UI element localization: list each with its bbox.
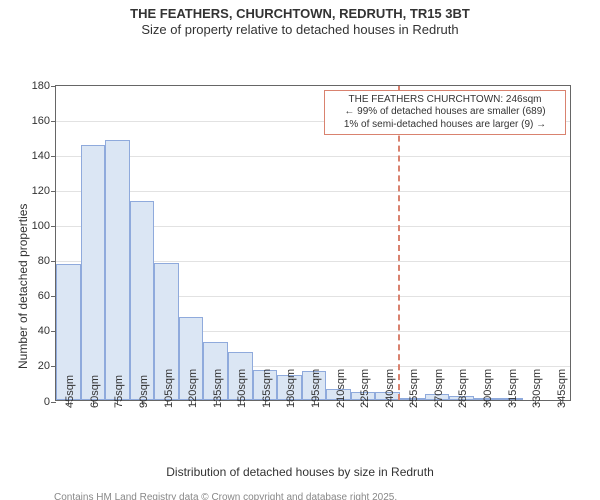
x-tick-label: 285sqm — [457, 368, 469, 407]
y-tick-label: 20 — [38, 360, 56, 372]
attribution-footer: Contains HM Land Registry data © Crown c… — [54, 491, 436, 500]
y-tick-label: 160 — [32, 115, 56, 127]
x-tick-label: 120sqm — [187, 368, 199, 407]
y-tick-label: 60 — [38, 290, 56, 302]
x-axis-title: Distribution of detached houses by size … — [0, 465, 600, 479]
y-tick-label: 0 — [44, 396, 56, 408]
x-tick-label: 300sqm — [482, 368, 494, 407]
y-tick-label: 180 — [32, 80, 56, 92]
x-tick-label: 150sqm — [236, 368, 248, 407]
x-tick-label: 75sqm — [113, 374, 125, 407]
chart-title-sub: Size of property relative to detached ho… — [0, 22, 600, 38]
chart-title-main: THE FEATHERS, CHURCHTOWN, REDRUTH, TR15 … — [0, 6, 600, 22]
x-tick-label: 60sqm — [89, 374, 101, 407]
x-tick-label: 270sqm — [433, 368, 445, 407]
x-tick-label: 90sqm — [138, 374, 150, 407]
y-tick-label: 80 — [38, 255, 56, 267]
x-tick-label: 165sqm — [261, 368, 273, 407]
annotation-line: ← 99% of detached houses are smaller (68… — [331, 106, 559, 119]
annotation-line: THE FEATHERS CHURCHTOWN: 246sqm — [331, 94, 559, 107]
x-tick-label: 45sqm — [64, 374, 76, 407]
x-tick-label: 210sqm — [335, 368, 347, 407]
plot-area: 02040608010012014016018045sqm60sqm75sqm9… — [55, 85, 571, 401]
y-tick-label: 100 — [32, 220, 56, 232]
x-tick-label: 180sqm — [285, 368, 297, 407]
x-tick-label: 330sqm — [531, 368, 543, 407]
y-tick-label: 40 — [38, 325, 56, 337]
histogram-bar — [105, 140, 130, 400]
y-tick-label: 120 — [32, 185, 56, 197]
x-tick-label: 135sqm — [212, 368, 224, 407]
annotation-line: 1% of semi-detached houses are larger (9… — [331, 119, 559, 132]
annotation-box: THE FEATHERS CHURCHTOWN: 246sqm← 99% of … — [324, 90, 566, 136]
y-axis-title: Number of detached properties — [16, 203, 30, 368]
x-tick-label: 195sqm — [310, 368, 322, 407]
grid-line — [56, 156, 570, 157]
x-tick-label: 315sqm — [507, 368, 519, 407]
histogram-bar — [130, 201, 155, 399]
footer-line-1: Contains HM Land Registry data © Crown c… — [54, 491, 436, 500]
x-tick-label: 225sqm — [359, 368, 371, 407]
x-tick-label: 345sqm — [556, 368, 568, 407]
x-tick-label: 105sqm — [163, 368, 175, 407]
y-tick-label: 140 — [32, 150, 56, 162]
grid-line — [56, 191, 570, 192]
x-tick-label: 255sqm — [408, 368, 420, 407]
x-tick-label: 240sqm — [384, 368, 396, 407]
chart-titles: THE FEATHERS, CHURCHTOWN, REDRUTH, TR15 … — [0, 0, 600, 39]
histogram-bar — [81, 145, 106, 400]
